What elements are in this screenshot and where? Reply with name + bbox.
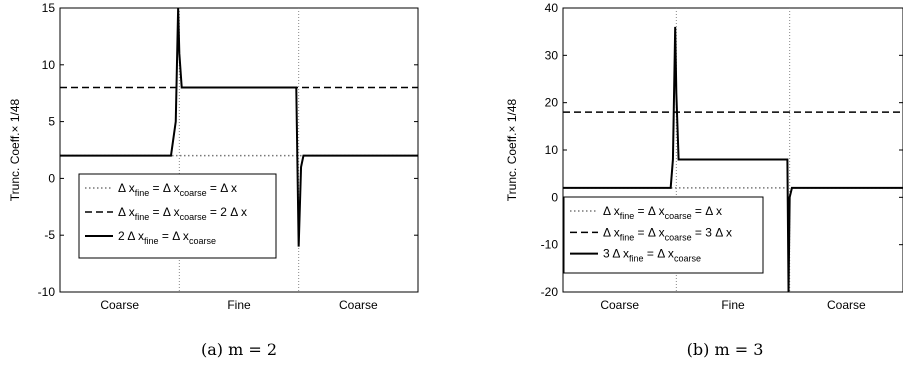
series-group bbox=[60, 8, 418, 247]
figure-caption: (a) m = 2 bbox=[201, 340, 277, 359]
legend-subscript: fine bbox=[629, 254, 644, 264]
legend-text: = Δ x bbox=[159, 229, 189, 243]
legend-text: = Δ x bbox=[149, 205, 179, 219]
chart-panel-1: -20 -10 0 10 20 30 40 Coarse Fine Coarse Trunc. Co… bbox=[505, 1, 903, 359]
legend-text: = Δ x bbox=[634, 225, 664, 239]
legend-subscript: fine bbox=[135, 212, 150, 222]
legend-text: = Δ x bbox=[644, 247, 674, 261]
y-tick-label: 10 bbox=[42, 58, 56, 72]
legend-box bbox=[563, 196, 764, 274]
legend-text: = 2 Δ x bbox=[207, 205, 247, 219]
legend-entry: 3 Δ xfine = Δ xcoarse bbox=[603, 247, 701, 264]
y-tick-label: 0 bbox=[48, 171, 55, 185]
x-category-label: Coarse bbox=[827, 298, 866, 312]
y-tick-label: 40 bbox=[545, 1, 559, 15]
y-tick-label: -20 bbox=[541, 285, 559, 299]
legend-entry: Δ xfine = Δ xcoarse = Δ x bbox=[603, 204, 722, 221]
legend-entry: Δ xfine = Δ xcoarse = Δ x bbox=[118, 181, 237, 198]
y-tick-label: 10 bbox=[545, 143, 559, 157]
series-line-solid bbox=[60, 8, 418, 247]
legend-subscript: coarse bbox=[674, 254, 701, 264]
legend-subscript: fine bbox=[135, 188, 150, 198]
x-category-label: Coarse bbox=[339, 298, 378, 312]
y-tick-label: -10 bbox=[541, 238, 559, 252]
y-tick-label: -10 bbox=[38, 285, 56, 299]
legend-subscript: coarse bbox=[665, 211, 692, 221]
y-tick-label: 0 bbox=[551, 190, 558, 204]
x-category-label: Fine bbox=[721, 298, 745, 312]
legend-subscript: coarse bbox=[180, 188, 207, 198]
figure-caption: (b) m = 3 bbox=[687, 340, 764, 359]
chart-panel-0: -10 -5 0 5 10 15 Coarse Fine Coarse Trunc. Coeff.… bbox=[8, 1, 419, 359]
legend-text: Δ x bbox=[118, 181, 135, 195]
legend-entry: Δ xfine = Δ xcoarse = 2 Δ x bbox=[118, 205, 247, 222]
legend-subscript: fine bbox=[144, 236, 159, 246]
legend-text: = Δ x bbox=[634, 204, 664, 218]
y-tick-label: 15 bbox=[42, 1, 56, 15]
legend-text: = Δ x bbox=[149, 181, 179, 195]
legend-text: Δ x bbox=[118, 205, 135, 219]
legend-entry: 2 Δ xfine = Δ xcoarse bbox=[118, 229, 216, 246]
legend-subscript: coarse bbox=[665, 232, 692, 242]
series-line-solid bbox=[563, 26, 903, 292]
y-tick-label: 30 bbox=[545, 48, 559, 62]
y-tick-label: 5 bbox=[48, 115, 55, 129]
legend-text: 2 Δ x bbox=[118, 229, 144, 243]
y-tick-label: -5 bbox=[44, 228, 55, 242]
x-category-label: Coarse bbox=[100, 298, 139, 312]
x-category-label: Coarse bbox=[600, 298, 639, 312]
y-tick-label: 20 bbox=[545, 96, 559, 110]
y-axis-label: Trunc. Coeff.× 1/48 bbox=[8, 98, 22, 201]
legend-subscript: coarse bbox=[189, 236, 216, 246]
legend-box bbox=[78, 173, 277, 259]
legend-subscript: fine bbox=[620, 211, 635, 221]
legend-text: Δ x bbox=[603, 225, 620, 239]
legend-subscript: fine bbox=[620, 232, 635, 242]
legend-subscript: coarse bbox=[180, 212, 207, 222]
x-category-label: Fine bbox=[227, 298, 251, 312]
legend-text: = 3 Δ x bbox=[692, 225, 732, 239]
y-axis-label: Trunc. Coeff.× 1/48 bbox=[505, 98, 519, 201]
series-group bbox=[563, 26, 903, 292]
legend-text: Δ x bbox=[603, 204, 620, 218]
legend-text: 3 Δ x bbox=[603, 247, 629, 261]
axes-box bbox=[59, 7, 419, 293]
legend-text: = Δ x bbox=[692, 204, 722, 218]
legend-text: = Δ x bbox=[207, 181, 237, 195]
legend-entry: Δ xfine = Δ xcoarse = 3 Δ x bbox=[603, 225, 732, 242]
